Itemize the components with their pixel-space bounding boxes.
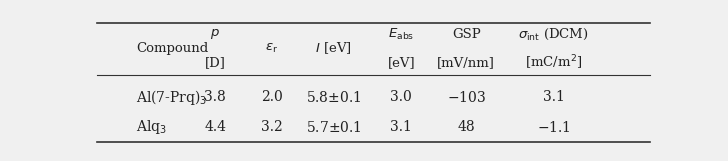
Text: GSP: GSP	[452, 28, 480, 41]
Text: 3.2: 3.2	[261, 120, 282, 134]
Text: $-$103: $-$103	[447, 90, 486, 105]
Text: 48: 48	[457, 120, 475, 134]
Text: 3.0: 3.0	[390, 90, 412, 104]
Text: $-$1.1: $-$1.1	[537, 120, 571, 135]
Text: [eV]: [eV]	[387, 56, 415, 69]
Text: Al(7-Prq)$_3$: Al(7-Prq)$_3$	[136, 88, 207, 107]
Text: 5.7$\pm$0.1: 5.7$\pm$0.1	[306, 120, 362, 135]
Text: 3.1: 3.1	[542, 90, 565, 104]
Text: $p$: $p$	[210, 27, 220, 41]
Text: 3.8: 3.8	[205, 90, 226, 104]
Text: [mV/nm]: [mV/nm]	[438, 56, 495, 69]
Text: Alq$_3$: Alq$_3$	[136, 118, 167, 136]
Text: $E_\mathrm{abs}$: $E_\mathrm{abs}$	[388, 27, 414, 42]
Text: $\varepsilon_\mathrm{r}$: $\varepsilon_\mathrm{r}$	[265, 42, 278, 55]
Text: [mC/m$^2$]: [mC/m$^2$]	[525, 54, 582, 72]
Text: [D]: [D]	[205, 56, 226, 69]
Text: 2.0: 2.0	[261, 90, 282, 104]
Text: $I$ [eV]: $I$ [eV]	[315, 41, 352, 56]
Text: 3.1: 3.1	[390, 120, 412, 134]
Text: Compound: Compound	[136, 42, 208, 55]
Text: 5.8$\pm$0.1: 5.8$\pm$0.1	[306, 90, 361, 105]
Text: $\sigma_\mathrm{int}$ (DCM): $\sigma_\mathrm{int}$ (DCM)	[518, 27, 589, 42]
Text: 4.4: 4.4	[204, 120, 226, 134]
